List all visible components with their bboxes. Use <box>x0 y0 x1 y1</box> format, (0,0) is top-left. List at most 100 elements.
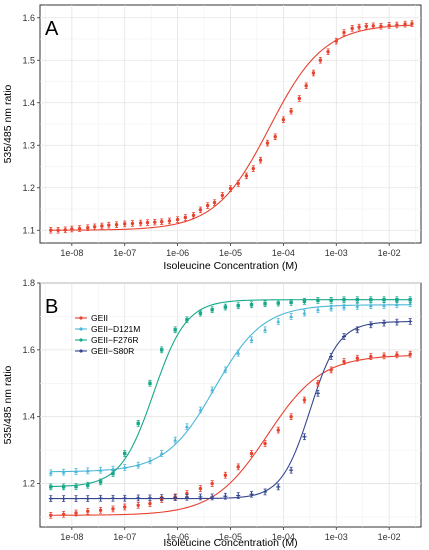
data-point <box>98 508 103 512</box>
data-point <box>304 84 308 88</box>
data-point <box>136 462 141 467</box>
data-point <box>198 407 203 412</box>
data-point <box>145 220 150 225</box>
legend-entry: GEII−F276R <box>91 335 138 345</box>
panel-a-y-ticks: 1.1 1.2 1.3 1.4 1.5 1.6 <box>22 13 40 235</box>
data-point <box>48 496 53 501</box>
data-point <box>342 304 347 309</box>
legend-swatch-marker <box>79 338 83 342</box>
data-point <box>329 305 334 310</box>
data-point <box>147 495 152 500</box>
x-tick-label: 1e-03 <box>325 248 348 258</box>
data-point <box>315 307 320 312</box>
data-point <box>394 302 399 307</box>
data-point <box>276 319 281 323</box>
x-tick-label: 1e-05 <box>219 248 242 258</box>
y-tick-label: 1.3 <box>22 140 35 150</box>
data-point <box>394 320 399 325</box>
data-point <box>63 228 67 232</box>
data-point <box>56 228 60 232</box>
data-point <box>302 310 307 315</box>
data-point <box>159 348 164 352</box>
data-point <box>289 109 293 113</box>
data-point <box>223 305 228 309</box>
data-point <box>123 505 127 509</box>
data-point <box>111 471 115 476</box>
data-point <box>371 24 375 28</box>
data-point <box>408 319 413 324</box>
y-tick-label: 1.2 <box>22 479 35 489</box>
data-point <box>147 458 152 463</box>
data-point <box>408 352 412 356</box>
data-point <box>329 368 333 372</box>
data-point <box>191 213 196 218</box>
data-point <box>302 434 307 439</box>
data-point <box>212 200 217 205</box>
data-point <box>70 227 74 231</box>
data-point <box>98 480 103 484</box>
data-point <box>382 354 386 358</box>
data-point <box>148 381 152 385</box>
data-point <box>263 327 268 332</box>
x-tick-label: 1e-04 <box>272 532 295 542</box>
data-point <box>244 174 249 178</box>
data-point <box>329 298 333 303</box>
data-point <box>210 387 215 392</box>
data-point <box>355 304 360 308</box>
panel-b-x-ticks: 1e-08 1e-07 1e-06 1e-05 1e-04 1e-03 1e-02 <box>60 527 401 542</box>
data-point <box>318 58 323 62</box>
data-point <box>315 391 320 396</box>
y-tick-label: 1.4 <box>22 98 35 108</box>
y-tick-label: 1.1 <box>22 225 35 235</box>
data-point <box>167 219 172 223</box>
data-point <box>236 350 241 355</box>
data-point <box>173 328 177 332</box>
data-point <box>110 466 115 471</box>
data-point <box>153 220 157 224</box>
y-tick-label: 1.6 <box>22 345 35 355</box>
data-point <box>198 486 203 491</box>
data-point <box>107 223 111 227</box>
data-point <box>123 451 127 456</box>
panel-b-data-points <box>48 296 413 519</box>
data-point <box>329 354 334 359</box>
data-point <box>61 496 66 501</box>
panel-a-x-axis-title: Isoleucine Concentration (M) <box>163 260 297 272</box>
data-point <box>355 298 360 302</box>
panel-b-x-axis-title: Isoleucine Concentration (M) <box>163 537 297 549</box>
data-point <box>258 158 263 162</box>
data-point <box>249 337 254 342</box>
data-point <box>265 141 270 145</box>
data-point <box>173 495 178 500</box>
data-point <box>334 39 338 43</box>
panel-b: 535/485 nm ratio Isoleucine Concentratio… <box>2 278 422 549</box>
data-point <box>123 222 127 226</box>
x-tick-label: 1e-08 <box>60 532 83 542</box>
panel-b-y-ticks: 1.2 1.4 1.6 1.8 <box>22 278 40 489</box>
data-point <box>355 356 360 360</box>
data-point <box>183 215 188 220</box>
data-point <box>198 208 203 212</box>
data-point <box>98 467 103 472</box>
data-point <box>289 414 293 419</box>
data-point <box>311 71 316 75</box>
data-point <box>382 303 387 307</box>
panel-b-y-axis-title: 535/485 nm ratio <box>2 365 14 444</box>
data-point <box>316 381 320 385</box>
legend-swatch-marker <box>79 349 83 353</box>
data-point <box>122 496 127 501</box>
data-point <box>77 226 82 231</box>
data-point <box>236 493 241 498</box>
data-point <box>86 509 90 513</box>
data-point <box>228 186 233 191</box>
data-point <box>61 485 66 489</box>
y-tick-label: 1.6 <box>22 13 35 23</box>
data-point <box>198 494 203 499</box>
data-point <box>316 298 320 303</box>
data-point <box>61 512 66 516</box>
data-point <box>276 428 280 432</box>
data-point <box>263 441 267 446</box>
data-point <box>281 118 286 122</box>
data-point <box>342 334 347 339</box>
panel-a: 535/485 nm ratio Isoleucine Concentratio… <box>2 4 422 272</box>
